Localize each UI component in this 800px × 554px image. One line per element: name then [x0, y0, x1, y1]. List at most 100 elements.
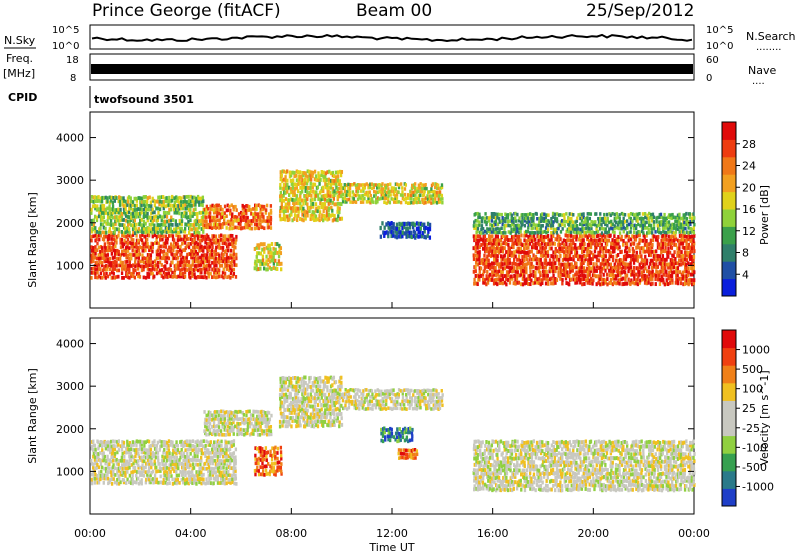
data-cell	[267, 258, 270, 262]
data-cell	[255, 212, 258, 217]
data-cell	[474, 274, 477, 278]
data-cell	[269, 204, 273, 208]
data-cell	[205, 459, 209, 463]
data-cell	[648, 242, 651, 247]
data-cell	[122, 206, 126, 211]
data-cell	[184, 222, 187, 227]
data-cell	[520, 242, 523, 247]
data-cell	[145, 448, 148, 452]
data-cell	[219, 215, 223, 220]
data-cell	[121, 233, 124, 238]
data-cell	[525, 229, 528, 234]
data-cell	[506, 253, 510, 258]
data-cell	[337, 214, 340, 219]
data-cell	[222, 267, 225, 272]
data-cell	[622, 242, 625, 247]
data-cell	[149, 200, 153, 205]
data-cell	[383, 233, 386, 238]
data-cell	[169, 229, 172, 234]
data-cell	[116, 227, 119, 232]
data-cell	[606, 238, 609, 243]
data-cell	[191, 271, 194, 276]
data-cell	[663, 282, 667, 287]
data-cell	[594, 220, 597, 224]
data-cell	[167, 444, 170, 448]
data-cell	[227, 264, 230, 268]
data-cell	[581, 212, 584, 217]
data-cell	[691, 269, 694, 274]
data-cell	[274, 258, 277, 263]
data-cell	[521, 261, 525, 266]
data-cell	[690, 249, 694, 254]
data-cell	[141, 207, 144, 212]
data-cell	[625, 223, 629, 228]
data-cell	[90, 207, 93, 212]
data-cell	[133, 275, 137, 280]
data-cell	[611, 222, 614, 227]
data-cell	[691, 229, 694, 234]
data-cell	[232, 222, 235, 226]
data-cell	[675, 277, 678, 282]
data-cell	[566, 238, 569, 243]
data-cell	[606, 230, 609, 235]
data-cell	[171, 440, 174, 445]
data-cell	[633, 223, 636, 228]
data-cell	[685, 234, 689, 239]
data-cell	[195, 473, 198, 478]
data-cell	[203, 270, 207, 275]
data-cell	[486, 269, 489, 274]
data-cell	[622, 229, 625, 234]
data-cell	[622, 220, 625, 224]
data-cell	[144, 234, 147, 239]
data-cell	[254, 259, 257, 264]
data-cell	[288, 213, 292, 218]
data-cell	[539, 273, 542, 278]
data-cell	[268, 254, 271, 259]
data-cell	[133, 214, 136, 219]
data-cell	[226, 244, 229, 249]
data-cell	[207, 274, 211, 279]
data-cell	[620, 277, 623, 282]
data-cell	[212, 225, 216, 230]
data-cell	[597, 253, 600, 258]
data-cell	[532, 226, 535, 230]
data-cell	[575, 246, 578, 251]
data-cell	[381, 221, 384, 226]
data-cell	[503, 227, 506, 231]
data-cell	[591, 281, 594, 286]
data-cell	[207, 241, 210, 246]
data-cell	[484, 212, 487, 216]
data-cell	[212, 238, 216, 243]
data-cell	[671, 261, 674, 266]
data-cell	[593, 266, 596, 271]
data-cell	[90, 276, 93, 280]
data-cell	[150, 241, 153, 246]
data-cell	[94, 245, 97, 249]
data-cell	[136, 439, 140, 444]
data-cell	[148, 215, 151, 220]
data-cell	[613, 268, 616, 273]
data-cell	[516, 280, 519, 285]
data-cell	[122, 218, 125, 222]
data-cell	[193, 275, 197, 280]
data-cell	[428, 222, 432, 228]
data-cell	[338, 206, 341, 211]
data-cell	[514, 254, 517, 259]
data-cell	[93, 204, 97, 208]
data-cell	[137, 214, 140, 219]
data-cell	[286, 189, 289, 194]
data-cell	[203, 446, 207, 451]
data-cell	[543, 270, 546, 274]
data-cell	[534, 274, 537, 279]
data-cell	[611, 241, 614, 246]
data-cell	[217, 226, 221, 230]
data-cell	[599, 249, 602, 254]
data-cell	[640, 270, 644, 275]
data-cell	[496, 254, 499, 259]
data-cell	[156, 230, 159, 235]
data-cell	[257, 203, 260, 208]
data-cell	[292, 182, 295, 187]
data-cell	[626, 226, 629, 230]
data-cell	[213, 253, 216, 257]
data-cell	[667, 242, 670, 247]
